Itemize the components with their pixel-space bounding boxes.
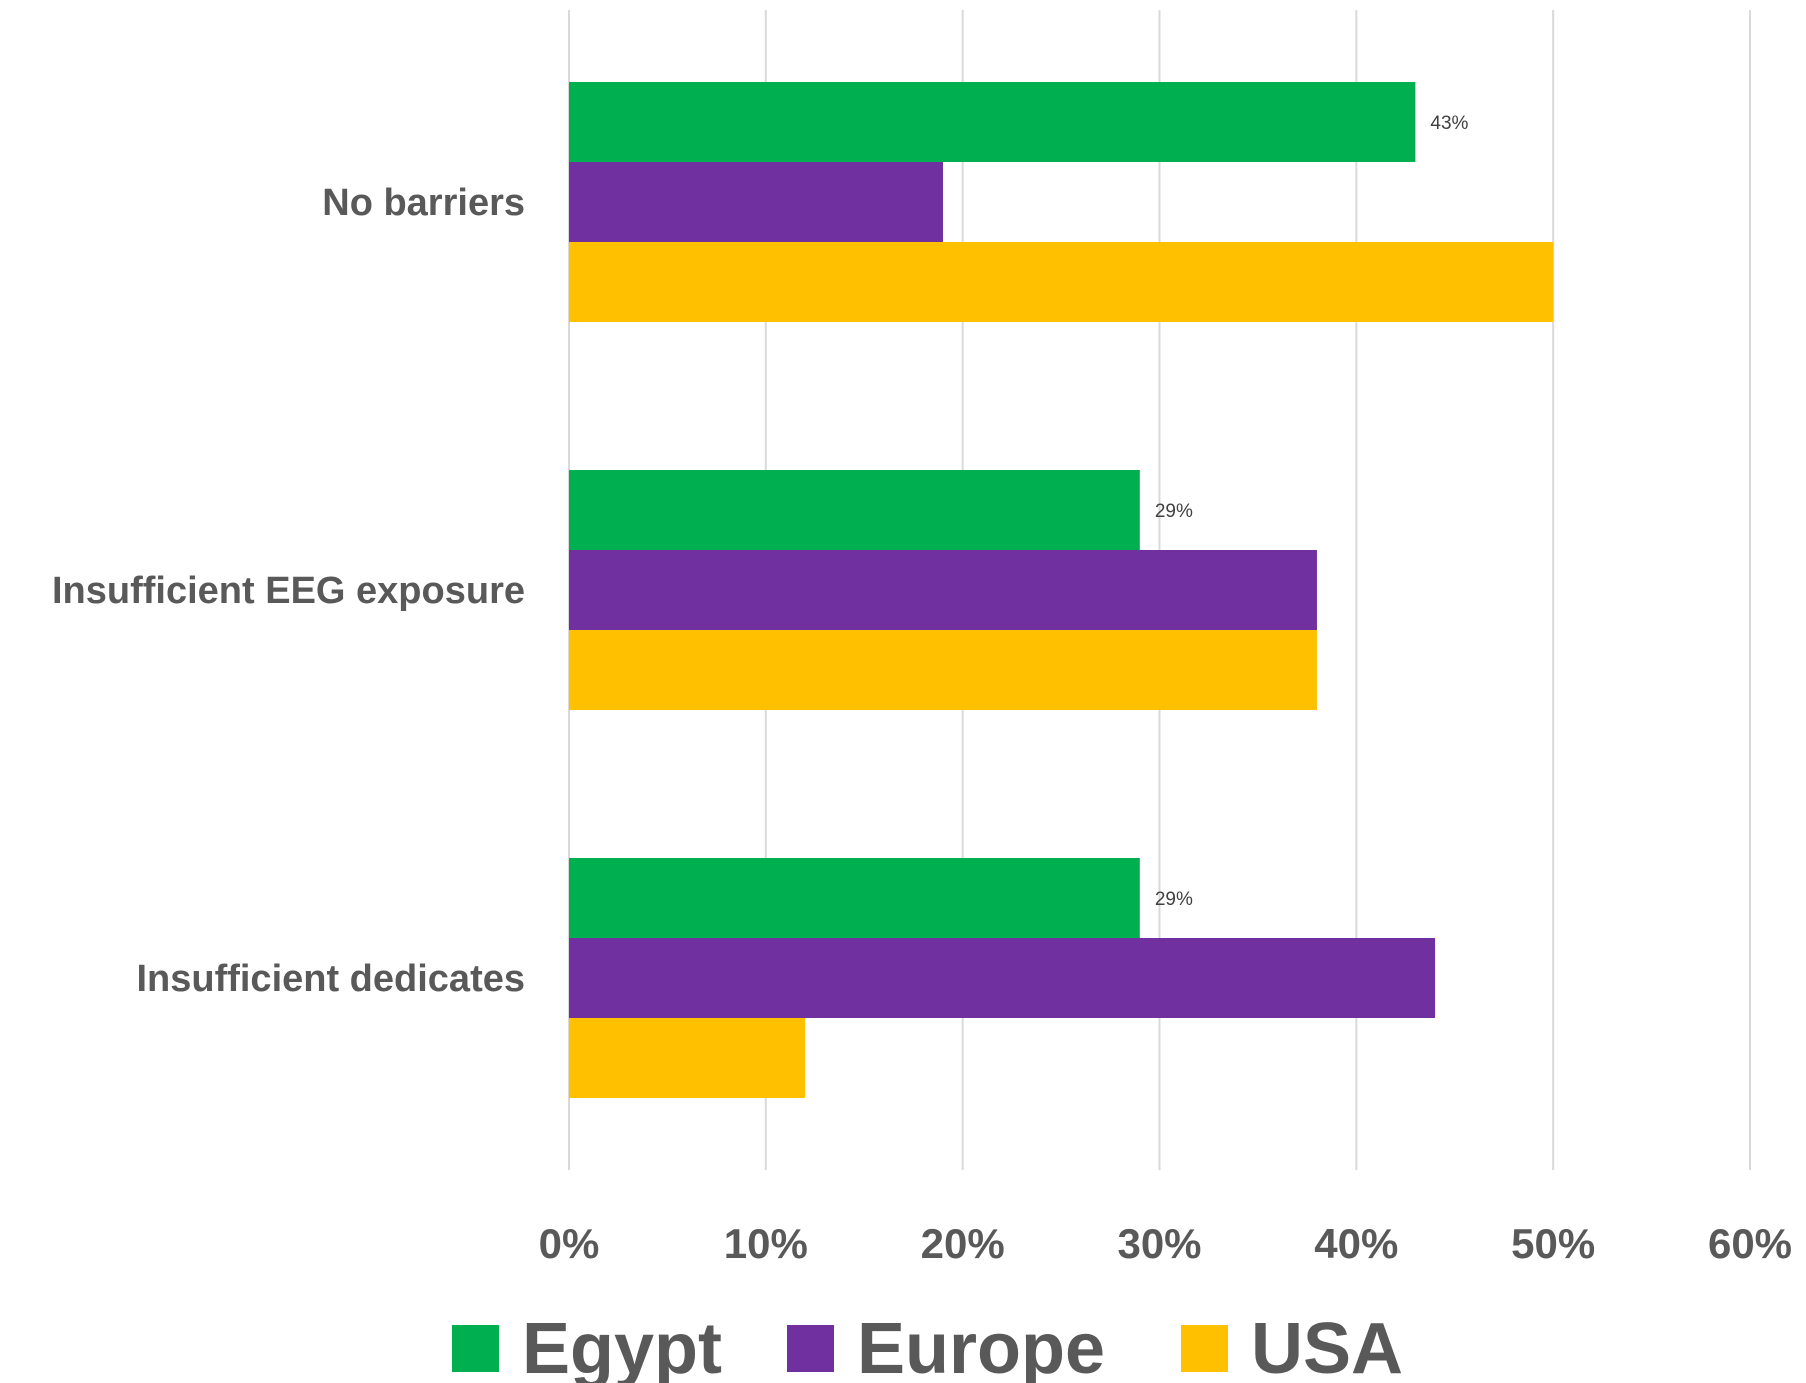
legend-label-egypt: Egypt <box>522 1309 722 1383</box>
x-tick-10: 10% <box>724 1220 808 1267</box>
bar-europe-insufficient-eeg-exposure <box>569 550 1317 630</box>
data-label-egypt-insufficient-eeg-exposure: 29% <box>1155 501 1193 522</box>
data-labels: 43% 29% 29% <box>1155 113 1469 910</box>
data-label-egypt-insufficient-dedicates: 29% <box>1155 889 1193 910</box>
bar-egypt-no-barriers <box>569 82 1416 162</box>
bar-egypt-insufficient-dedicates <box>569 858 1140 938</box>
legend: Egypt Europe USA <box>452 1309 1403 1383</box>
bar-usa-insufficient-dedicates <box>569 1018 806 1098</box>
bar-usa-no-barriers <box>569 242 1554 322</box>
category-label-insufficient-dedicates: Insufficient dedicates <box>136 958 525 1000</box>
x-tick-50: 50% <box>1511 1220 1595 1267</box>
bar-europe-insufficient-dedicates <box>569 938 1436 1018</box>
x-tick-0: 0% <box>539 1220 600 1267</box>
x-axis-tick-labels: 0% 10% 20% 30% 40% 50% 60% <box>539 1220 1792 1267</box>
bar-egypt-insufficient-eeg-exposure <box>569 470 1140 550</box>
legend-swatch-egypt <box>452 1325 499 1372</box>
legend-label-usa: USA <box>1251 1309 1403 1383</box>
legend-swatch-europe <box>787 1325 834 1372</box>
legend-swatch-usa <box>1181 1325 1228 1372</box>
bar-europe-no-barriers <box>569 162 943 242</box>
x-tick-60: 60% <box>1708 1220 1792 1267</box>
x-tick-40: 40% <box>1314 1220 1398 1267</box>
bars <box>569 82 1554 1098</box>
legend-label-europe: Europe <box>857 1309 1105 1383</box>
data-label-egypt-no-barriers: 43% <box>1430 113 1468 134</box>
x-tick-20: 20% <box>921 1220 1005 1267</box>
x-tick-30: 30% <box>1117 1220 1201 1267</box>
category-labels: No barriers Insufficient EEG exposure Insu… <box>52 182 525 1000</box>
category-label-no-barriers: No barriers <box>322 182 525 224</box>
bar-usa-insufficient-eeg-exposure <box>569 630 1317 710</box>
category-label-insufficient-eeg-exposure: Insufficient EEG exposure <box>52 570 525 612</box>
